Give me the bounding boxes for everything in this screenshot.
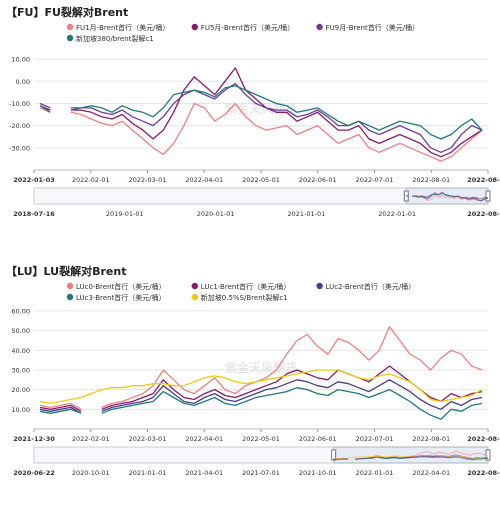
legend-label[interactable]: FU5月-Brent首行（美元/桶） [201, 23, 295, 32]
watermark: 紫金天风期货 [225, 360, 297, 375]
series-line [39, 379, 483, 414]
x-tick-label: 2022-06-01 [299, 435, 337, 443]
x-tick-label: 2022-02-01 [72, 176, 110, 184]
y-tick-label: 0.00 [16, 78, 30, 86]
series-line [39, 82, 483, 153]
navigator-tick-label: 2020-10-01 [72, 469, 110, 477]
y-tick-label: 60.00 [11, 307, 30, 315]
legend-marker[interactable] [191, 23, 198, 31]
fu-chart-panel: 【FU】FU裂解对Brent FU1月-Brent首行（美元/桶） FU5月-Br… [0, 0, 500, 259]
y-tick-label: 10.00 [11, 406, 30, 414]
series-line [39, 326, 483, 410]
navigator-tick-label: 2022-04-01 [412, 469, 450, 477]
fu-chart-title: 【FU】FU裂解对Brent [6, 6, 129, 19]
y-tick-label: 50.00 [11, 327, 30, 335]
lu-chart: LUc0-Brent首行（美元/桶） LUc1-Brent首行（美元/桶） LUc2… [11, 282, 500, 477]
x-tick-label: 2022-03-01 [129, 435, 167, 443]
legend-label[interactable]: FU1月-Brent首行（美元/桶） [76, 23, 170, 32]
fu-chart: FU1月-Brent首行（美元/桶） FU5月-Brent首行（美元/桶） FU9月… [9, 23, 500, 218]
x-tick-label: 2021-12-30 [13, 435, 55, 443]
x-tick-label: 2022-07-01 [356, 176, 394, 184]
series-line [39, 387, 483, 420]
x-tick-label: 2022-01-03 [13, 176, 55, 184]
legend-label[interactable]: LUc0-Brent首行（美元/桶） [76, 282, 166, 291]
legend-marker[interactable] [316, 23, 323, 31]
legend-label[interactable]: LUc3-Brent首行（美元/桶） [76, 293, 166, 302]
x-tick-label: 2022-07-01 [356, 435, 394, 443]
navigator-tick-label: 2022-08-23 [467, 469, 500, 477]
navigator-tick-label: 2021-07-01 [242, 469, 280, 477]
series-line [39, 369, 483, 405]
navigator-tick-label: 2022-01-01 [356, 469, 394, 477]
navigator-tick-label: 2022-01-01 [378, 210, 416, 218]
navigator-tick-label: 2020-01-01 [197, 210, 235, 218]
x-tick-label: 2022-08-23 [467, 435, 500, 443]
navigator-tick-label: 2021-01-01 [288, 210, 326, 218]
legend-label[interactable]: 新加坡0.5%S/Brent裂解c1 [201, 293, 288, 302]
x-tick-label: 2022-02-01 [72, 435, 110, 443]
legend-marker[interactable] [316, 282, 323, 290]
navigator-series-line [333, 456, 489, 461]
x-tick-label: 2022-08-01 [412, 435, 450, 443]
lu-chart-panel: 【LU】LU裂解对Brent LUc0-Brent首行（美元/桶） LUc1-Br… [0, 259, 500, 518]
navigator-series-line [406, 193, 489, 200]
legend-label[interactable]: 新加坡380/brent裂解c1 [76, 34, 154, 43]
x-tick-label: 2022-03-01 [129, 176, 167, 184]
navigator-tick-label: 2018-07-16 [13, 210, 55, 218]
navigator-tick-label: 2021-10-01 [299, 469, 337, 477]
x-tick-label: 2022-04-01 [185, 435, 223, 443]
navigator-series-line [333, 454, 489, 459]
y-tick-label: -20.00 [9, 122, 30, 130]
navigator-handle-right[interactable] [485, 190, 491, 202]
navigator-tick-label: 2021-01-01 [129, 469, 167, 477]
navigator-handle-left[interactable] [331, 449, 337, 461]
series-line [39, 85, 483, 140]
legend-marker[interactable] [66, 282, 74, 290]
x-tick-label: 2022-08-01 [412, 176, 450, 184]
legend-marker[interactable] [191, 293, 198, 301]
legend-marker[interactable] [66, 34, 74, 42]
y-tick-label: 20.00 [11, 386, 30, 394]
navigator-tick-label: 2020-06-22 [13, 469, 55, 477]
legend-label[interactable]: LUc1-Brent首行（美元/桶） [201, 282, 291, 291]
navigator-tick-label: 2022-08-23 [467, 210, 500, 218]
y-tick-label: -10.00 [9, 100, 30, 108]
navigator-selection[interactable] [333, 446, 489, 464]
x-tick-label: 2022-05-01 [242, 435, 280, 443]
legend-marker[interactable] [191, 282, 198, 290]
y-tick-label: 10.00 [11, 56, 30, 64]
x-tick-label: 2022-06-01 [299, 176, 337, 184]
x-tick-label: 2022-04-01 [185, 176, 223, 184]
x-tick-label: 2022-05-01 [242, 176, 280, 184]
legend-marker[interactable] [66, 23, 74, 31]
y-tick-label: 30.00 [11, 366, 30, 374]
y-tick-label: 40.00 [11, 347, 30, 355]
legend-label[interactable]: FU9月-Brent首行（美元/桶） [326, 23, 420, 32]
legend-label[interactable]: LUc2-Brent首行（美元/桶） [326, 282, 416, 291]
lu-chart-title: 【LU】LU裂解对Brent [6, 265, 127, 278]
legend-marker[interactable] [66, 293, 74, 301]
x-tick-label: 2022-08-23 [467, 176, 500, 184]
navigator-tick-label: 2019-01-01 [106, 210, 144, 218]
navigator-tick-label: 2021-04-01 [185, 469, 223, 477]
y-tick-label: -30.00 [9, 144, 30, 152]
